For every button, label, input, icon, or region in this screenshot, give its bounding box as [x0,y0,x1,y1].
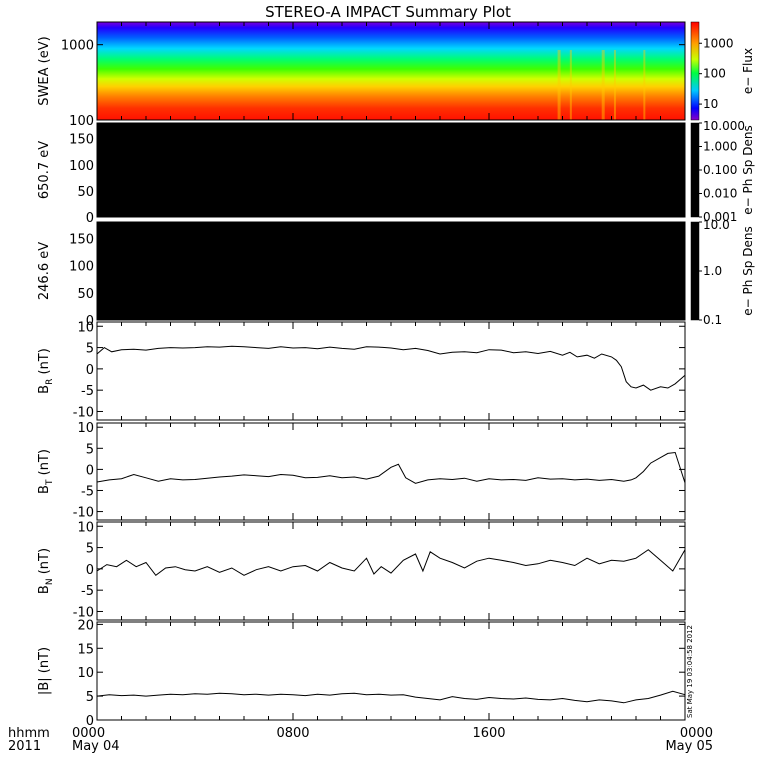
ytick-label: 10 [77,666,94,681]
bt-frame [96,422,686,521]
colorbar-tick-label: 0.1 [703,313,722,327]
bt-series-line [96,451,686,484]
plot-title: STEREO-A IMPACT Summary Plot [265,3,511,21]
ytick-label: 50 [77,185,94,200]
ytick-label: 100 [69,114,94,129]
ytick-label: 10 [77,421,94,436]
colorbar-tick-label: 10.000 [703,119,745,133]
pad650-colorbar [690,122,700,218]
br-ylabel: BR (nT) [37,348,55,394]
ytick-label: 100 [69,260,94,275]
ytick-label: 20 [77,618,94,633]
colorbar-tick-label: 0.001 [703,210,737,224]
pad650-colorbar-label: e− Ph Sp Dens [741,125,755,214]
bmag-ylabel: |B| (nT) [37,647,52,695]
xtick-label-hhmm: 0000 [72,726,105,741]
swea-colorbar [690,21,700,121]
ytick-label: -10 [73,405,94,420]
swea-streak [569,50,572,120]
br-frame [96,321,686,421]
ytick-label: 5 [86,542,94,557]
panel-bmag: 0 5 10 15 20 |B| (nT) [37,618,686,729]
swea-streak [613,50,616,120]
colorbar-tick-label: 100 [703,67,726,81]
panel-bn: -10 -5 0 5 10 BN (nT) [37,520,686,621]
ytick-label: 5 [86,690,94,705]
panel-swea: 10 100 1000 e− Flux 100 1000 SWEA (eV) [37,21,755,129]
swea-spectrogram [97,22,685,120]
xtick-label-date: May 05 [665,739,713,754]
bn-ylabel: BN (nT) [37,548,55,594]
panel-bt: -10 -5 0 5 10 BT (nT) [37,421,686,521]
pad246-colorbar [690,221,700,321]
bt-ylabel: BT (nT) [37,449,55,494]
ytick-label: 100 [69,159,94,174]
ytick-label: 0 [86,314,94,329]
xtick-label-hhmm: 0800 [276,726,309,741]
ytick-label: 0 [86,714,94,729]
colorbar-tick-label: 10 [703,97,718,111]
bn-series-line [96,549,686,576]
ytick-label: -10 [73,605,94,620]
swea-streak [601,50,605,120]
ytick-label: -5 [81,484,94,499]
panel-pad650: 10.000 1.000 0.100 0.010 0.001 e− Ph Sp Dens 0… [37,119,755,226]
xtick-label-hhmm: 0000 [680,726,713,741]
ytick-label: -5 [81,384,94,399]
swea-ylabel: SWEA (eV) [37,36,52,105]
panel-br: -10 -5 0 5 10 BR (nT) [37,320,686,421]
xaxis-label-hhmm: hhmm [8,726,50,741]
colorbar-tick-label: 1.0 [703,264,722,278]
ytick-label: -10 [73,506,94,521]
panel-pad246: 10.0 1.0 0.1 e− Ph Sp Dens 0 50 100 150 246.6 eV [37,218,755,329]
ytick-label: 50 [77,287,94,302]
colorbar-tick-label: 0.100 [703,163,737,177]
ytick-label: 150 [69,232,94,247]
pad650-ylabel: 650.7 eV [37,141,52,199]
creation-stamp: Sat May 19 03:04:58 2012 [686,625,694,718]
xaxis-label-year: 2011 [8,739,41,754]
xtick-label-hhmm: 1600 [472,726,505,741]
swea-streak [557,50,561,120]
ytick-label: 5 [86,342,94,357]
pad246-ylabel: 246.6 eV [37,242,52,300]
ytick-label: 5 [86,442,94,457]
swea-streak [643,50,646,120]
colorbar-tick-label: 0.010 [703,187,737,201]
pad650-spectrogram [97,123,685,217]
br-series-line [96,345,686,391]
swea-colorbar-label: e− Flux [741,48,755,94]
ytick-label: -5 [81,584,94,599]
pad246-colorbar-label: e− Ph Sp Dens [741,226,755,315]
bmag-series-line [96,690,686,704]
xtick-label-date: May 04 [72,739,120,754]
colorbar-tick-label: 1.000 [703,140,737,154]
ytick-label: 0 [86,363,94,378]
ytick-label: 0 [86,211,94,226]
ytick-label: 150 [69,133,94,148]
bn-frame [96,521,686,621]
colorbar-tick-label: 10.0 [703,218,730,232]
pad246-spectrogram [97,222,685,320]
ytick-label: 15 [77,642,94,657]
bmag-frame [96,621,686,721]
ytick-label: 0 [86,563,94,578]
colorbar-tick-label: 1000 [703,36,734,50]
ytick-label: 10 [77,520,94,535]
ytick-label: 1000 [61,39,94,54]
ytick-label: 10 [77,320,94,335]
ytick-label: 0 [86,463,94,478]
